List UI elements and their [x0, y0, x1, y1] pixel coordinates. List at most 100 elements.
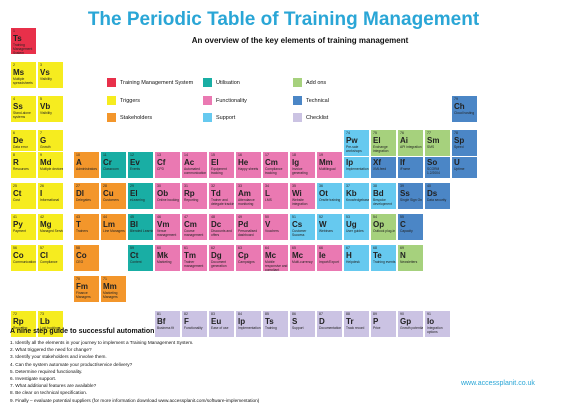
element-name: Price [373, 326, 381, 330]
element-number: 30 [157, 184, 161, 188]
element-name: Helpdesk [346, 260, 360, 264]
element-name: Marketing Managers [103, 291, 118, 299]
legend-label: Functionality [216, 98, 247, 104]
legend-label: Triggers [120, 98, 140, 104]
element-number: 26 [40, 184, 44, 188]
element-cell: 44 Lm Line Managers [100, 213, 127, 241]
element-cell: 88 Tr Track record [343, 310, 370, 338]
element-number: 2 [13, 63, 15, 67]
element-cell: 31 Rp Reporting [181, 182, 208, 210]
element-number: 44 [103, 215, 107, 219]
element-name: Blended Learning [130, 229, 154, 233]
element-symbol: Io [427, 317, 435, 326]
element-number: 1 [13, 29, 15, 33]
element-cell: 74 Pw Pre-sale workshops [343, 129, 370, 157]
element-symbol: Ie [319, 251, 326, 260]
element-number: 54 [373, 215, 377, 219]
element-number: 64 [265, 246, 269, 250]
element-cell: 66 Ie Import/Export [316, 244, 343, 272]
element-symbol: Ac [184, 158, 195, 167]
element-cell: 86 S Support [289, 310, 316, 338]
element-cell: 13 Cf CPD [154, 151, 181, 179]
element-symbol: Ig [292, 158, 300, 167]
element-name: Delegates [76, 198, 91, 202]
element-number: 75 [373, 131, 377, 135]
element-number: 8 [13, 153, 15, 157]
element-name: Campaigns [238, 260, 255, 264]
element-name: eLearning [130, 198, 145, 202]
element-symbol: Ev [130, 158, 140, 167]
element-number: 13 [157, 153, 161, 157]
element-name: iFrame [400, 167, 411, 171]
legend-swatch [293, 96, 302, 105]
element-symbol: Ds [427, 189, 438, 198]
element-cell: 36 Ot Onsite training [316, 182, 343, 210]
element-number: 77 [427, 131, 431, 135]
element-cell: 33 Am Attendance monitoring [235, 182, 262, 210]
element-number: 36 [319, 184, 323, 188]
element-cell: 60 Mk Marketing [154, 244, 181, 272]
element-symbol: D [319, 317, 325, 326]
element-symbol: Dg [211, 251, 222, 260]
element-symbol: Op [373, 220, 385, 229]
element-number: 38 [373, 184, 377, 188]
element-number: 76 [400, 131, 404, 135]
element-name: SCORM 1.2/2004 [427, 167, 440, 175]
element-symbol: L [265, 189, 270, 198]
step-item: 7. What additional features are availabl… [10, 383, 97, 389]
element-cell: 87 D Documentation [316, 310, 343, 338]
element-name: Communication [13, 260, 36, 264]
element-symbol: I [40, 189, 43, 198]
element-name: Lost bookings [40, 326, 61, 330]
element-cell: 46 Vm Venue management [154, 213, 181, 241]
element-symbol: R [13, 158, 19, 167]
element-cell: 58 Co CEO [73, 244, 100, 272]
element-number: 71 [103, 277, 107, 281]
element-symbol: El [211, 158, 219, 167]
legend-item: Support [203, 112, 318, 124]
element-symbol: Ts [265, 317, 274, 326]
element-name: Finance Managers [76, 291, 91, 299]
element-number: 73 [40, 312, 44, 316]
element-symbol: U [454, 158, 460, 167]
element-number: 32 [211, 184, 215, 188]
website-link[interactable]: www.accessplanit.co.uk [461, 380, 535, 387]
element-name: Trainers [76, 229, 88, 233]
element-cell: 72 Rp Reporting [10, 310, 37, 338]
element-cell: 75 El Exchange integration [370, 129, 397, 157]
element-name: Vouchers [265, 229, 279, 233]
step-item: 5. Determine required functionality. [10, 368, 83, 374]
element-name: Reporting [13, 326, 28, 330]
element-name: Customers [103, 198, 119, 202]
legend-item: Training Management System [107, 77, 222, 89]
element-cell: 52 W Webinars [316, 213, 343, 241]
element-symbol: Ob [157, 189, 169, 198]
element-symbol: Ms [13, 68, 25, 77]
element-symbol: Sm [427, 136, 440, 145]
element-number: 46 [157, 215, 161, 219]
element-name: Documentation [319, 326, 342, 330]
element-number: 43 [76, 215, 80, 219]
element-number: 53 [346, 215, 350, 219]
element-name: Uptime [454, 167, 465, 171]
element-symbol: Cu [103, 189, 114, 198]
element-number: 56 [13, 246, 17, 250]
element-name: Stand-alone systems [13, 111, 31, 119]
element-symbol: Cm [265, 158, 278, 167]
element-cell: 61 Tm Trainer management [181, 244, 208, 272]
element-number: 28 [103, 184, 107, 188]
element-cell: 8 R Resources [10, 151, 37, 179]
element-number: 81 [157, 312, 161, 316]
element-number: 82 [184, 312, 188, 316]
element-cell: 69 N Newsletters [397, 244, 424, 272]
element-cell: 42 Mg Managed Service [37, 213, 64, 241]
element-symbol: So [427, 158, 438, 167]
element-number: 4 [13, 97, 15, 101]
element-cell: 90 Gp Growth potential [397, 310, 424, 338]
element-symbol: Rp [184, 189, 195, 198]
element-symbol: Co [13, 251, 24, 260]
element-name: Webinars [319, 229, 333, 233]
legend-label: Stakeholders [120, 115, 153, 121]
element-symbol: Ip [346, 158, 354, 167]
element-name: Single Sign On [400, 198, 422, 202]
